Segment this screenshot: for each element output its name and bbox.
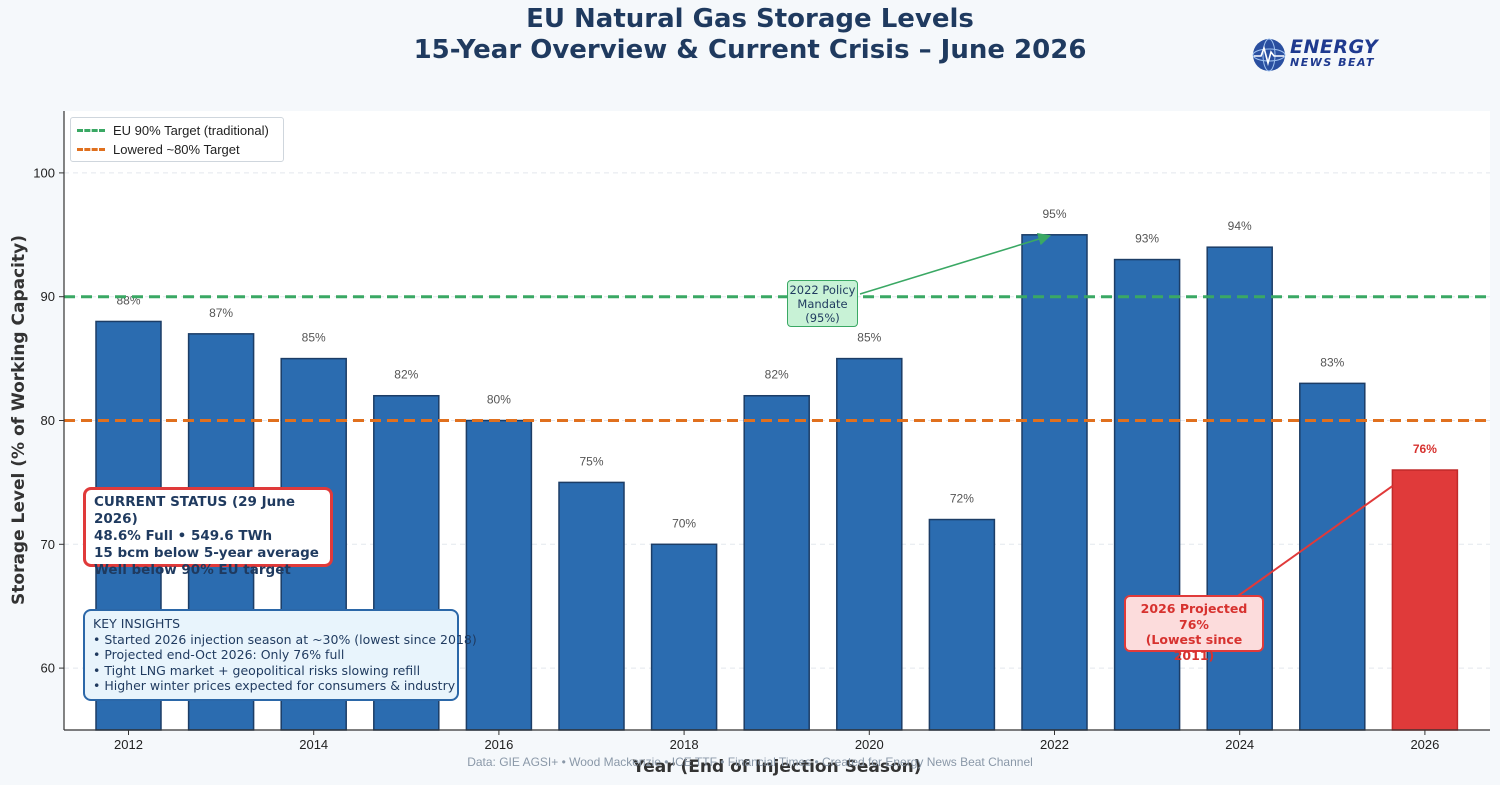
x-tick-label: 2022 [1040, 737, 1069, 752]
bar-2020 [836, 357, 903, 731]
y-tick-label: 100 [33, 165, 55, 180]
y-tick-label: 80 [41, 413, 55, 428]
status-line-2: 48.6% Full • 549.6 TWh [94, 528, 273, 544]
legend-label-eu-target: EU 90% Target (traditional) [113, 122, 269, 138]
status-line-3: 15 bcm below 5-year average [94, 545, 319, 561]
bar-2025 [1299, 382, 1366, 731]
data-source-footer: Data: GIE AGSI+ • Wood Mackenzie • ICE T… [467, 755, 1033, 769]
bar-data-label: 72% [950, 492, 974, 506]
y-tick-label: 60 [41, 661, 55, 676]
bar-data-label: 95% [1042, 207, 1066, 221]
x-tick-label: 2012 [114, 737, 143, 752]
bar-data-label: 82% [765, 368, 789, 382]
projection-line-1: 2026 Projected [1140, 601, 1248, 616]
x-axis-label: Year (End of Injection Season) [631, 757, 921, 777]
bar-2017 [558, 481, 625, 731]
bar-2016 [465, 419, 533, 731]
policy-line-1: 2022 Policy [789, 283, 856, 297]
policy-arrow [859, 232, 1052, 295]
insight-item: • Higher winter prices expected for cons… [93, 678, 456, 694]
projection-line-2: 76% [1179, 616, 1209, 632]
legend-swatch-orange [77, 147, 105, 151]
bar-2026 [1391, 469, 1459, 731]
current-status-box: CURRENT STATUS (29 June 2026) 48.6% Full… [83, 487, 333, 578]
globe-icon [1252, 38, 1286, 72]
bar-2022 [1021, 234, 1088, 731]
policy-line-2: Mandate [797, 297, 848, 311]
bar-data-label: 93% [1135, 232, 1159, 246]
insight-item: • Projected end-Oct 2026: Only 76% full [93, 647, 345, 663]
insights-heading: KEY INSIGHTS [93, 616, 181, 631]
bar-data-label: 85% [302, 331, 326, 345]
bar-data-label: 94% [1228, 219, 1252, 233]
bar-data-label: 70% [672, 516, 696, 530]
policy-mandate-callout: 2022 Policy Mandate (95%) [787, 280, 858, 327]
key-insights-box: KEY INSIGHTS • Started 2026 injection se… [83, 609, 477, 701]
x-tick-label: 2018 [670, 737, 699, 752]
insight-item: • Started 2026 injection season at ~30% … [93, 631, 477, 647]
projection-callout: 2026 Projected 76% (Lowest since 2011) [1124, 595, 1264, 663]
logo-text-news-beat: NEWS BEAT [1290, 56, 1375, 69]
chart-title: EU Natural Gas Storage Levels 15-Year Ov… [0, 4, 1500, 66]
bar-2019 [743, 394, 810, 731]
status-line-4: Well below 90% EU target [94, 562, 291, 578]
y-tick-label: 90 [41, 289, 55, 304]
bar-2021 [928, 518, 996, 731]
legend-swatch-green [77, 128, 105, 132]
x-tick-label: 2024 [1225, 737, 1254, 752]
insight-item: • Tight LNG market + geopolitical risks … [93, 662, 421, 678]
bar-data-label: 76% [1413, 442, 1437, 456]
title-line-1: EU Natural Gas Storage Levels [526, 4, 974, 34]
chart-legend: EU 90% Target (traditional) Lowered ~80%… [70, 117, 284, 162]
bar-2018 [650, 543, 718, 731]
status-line-1: CURRENT STATUS (29 June 2026) [94, 494, 296, 527]
x-tick-label: 2020 [855, 737, 884, 752]
x-tick-label: 2016 [484, 737, 513, 752]
bar-data-label: 83% [1320, 355, 1344, 369]
legend-item-eu-target: EU 90% Target (traditional) [77, 122, 269, 138]
energy-news-beat-logo: ENERGY NEWS BEAT [1252, 36, 1402, 74]
bar-data-label: 80% [487, 393, 511, 407]
bar-data-label: 75% [579, 454, 603, 468]
bar-data-label: 85% [857, 331, 881, 345]
y-axis-label: Storage Level (% of Working Capacity) [9, 235, 29, 605]
legend-label-lowered-target: Lowered ~80% Target [113, 141, 240, 157]
legend-item-lowered-target: Lowered ~80% Target [77, 141, 240, 157]
bar-data-label: 87% [209, 306, 233, 320]
projection-arrow [1237, 485, 1393, 597]
policy-line-3: (95%) [805, 311, 840, 325]
bar-data-label: 82% [394, 368, 418, 382]
logo-text-energy: ENERGY [1290, 36, 1379, 58]
projection-line-3: (Lowest since 2011) [1145, 632, 1243, 663]
x-tick-label: 2026 [1410, 737, 1439, 752]
title-line-2: 15-Year Overview & Current Crisis – June… [413, 35, 1087, 65]
y-tick-label: 70 [41, 537, 55, 552]
x-tick-label: 2014 [299, 737, 328, 752]
